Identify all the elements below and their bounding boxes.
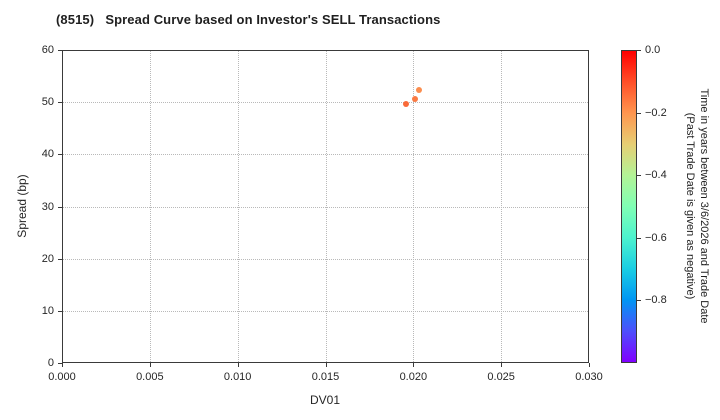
colorbar-tick-label: −0.8 bbox=[645, 294, 667, 307]
y-tick-label: 40 bbox=[41, 148, 54, 161]
y-tick-label: 20 bbox=[41, 252, 54, 265]
colorbar-tick-mark bbox=[637, 50, 641, 51]
x-tick-label: 0.030 bbox=[575, 371, 603, 383]
x-tick-label: 0.005 bbox=[136, 371, 164, 383]
y-gridline bbox=[63, 102, 588, 104]
x-axis-label: DV01 bbox=[309, 393, 341, 407]
x-tick-label: 0.025 bbox=[487, 371, 515, 383]
scatter-point bbox=[412, 95, 419, 102]
x-tick-mark bbox=[413, 363, 415, 367]
colorbar-tick-label: 0.0 bbox=[645, 44, 661, 56]
y-tick-mark bbox=[58, 258, 62, 260]
colorbar-axis-label: Time in years between 3/6/2026 and Trade… bbox=[683, 88, 711, 323]
colorbar-tick-mark bbox=[637, 237, 641, 239]
y-gridline bbox=[63, 206, 588, 208]
colorbar-tick-mark bbox=[637, 300, 641, 302]
y-tick-label: 50 bbox=[41, 96, 54, 109]
y-gridline bbox=[63, 258, 588, 260]
x-tick-mark bbox=[589, 363, 590, 367]
y-tick-mark bbox=[58, 206, 62, 208]
colorbar-tick-label: −0.2 bbox=[645, 106, 667, 119]
y-tick-label: 0 bbox=[47, 357, 54, 369]
x-tick-mark bbox=[501, 363, 503, 367]
y-gridline bbox=[63, 154, 588, 156]
y-tick-mark bbox=[58, 102, 62, 104]
y-tick-label: 10 bbox=[41, 304, 54, 317]
y-tick-mark bbox=[58, 310, 62, 312]
colorbar bbox=[621, 50, 637, 363]
chart-title: (8515) Spread Curve based on Investor's … bbox=[56, 12, 441, 27]
colorbar-tick-label: −0.4 bbox=[645, 169, 667, 182]
x-tick-label: 0.015 bbox=[311, 371, 340, 383]
x-tick-mark bbox=[149, 363, 151, 367]
y-tick-label: 30 bbox=[41, 200, 54, 213]
y-tick-mark bbox=[58, 154, 62, 156]
x-tick-label: 0.020 bbox=[399, 371, 428, 383]
x-tick-label: 0.010 bbox=[223, 371, 252, 383]
y-tick-mark bbox=[58, 363, 62, 364]
x-tick-mark bbox=[62, 363, 63, 367]
y-tick-label: 60 bbox=[41, 44, 54, 56]
scatter-point bbox=[415, 87, 422, 94]
y-axis-label: Spread (bp) bbox=[15, 174, 29, 238]
x-tick-mark bbox=[237, 363, 239, 367]
colorbar-tick-mark bbox=[637, 112, 641, 114]
colorbar-label-line1: Time in years between 3/6/2026 and Trade… bbox=[698, 88, 710, 324]
colorbar-tick-mark bbox=[637, 175, 641, 177]
colorbar-label-line2: (Past Trade Date is given as negative) bbox=[684, 112, 696, 300]
x-tick-label: 0.000 bbox=[48, 371, 76, 383]
y-gridline bbox=[63, 310, 588, 312]
x-tick-mark bbox=[325, 363, 327, 367]
colorbar-tick-label: −0.6 bbox=[645, 231, 667, 244]
scatter-point bbox=[403, 101, 410, 108]
y-tick-mark bbox=[58, 50, 62, 51]
